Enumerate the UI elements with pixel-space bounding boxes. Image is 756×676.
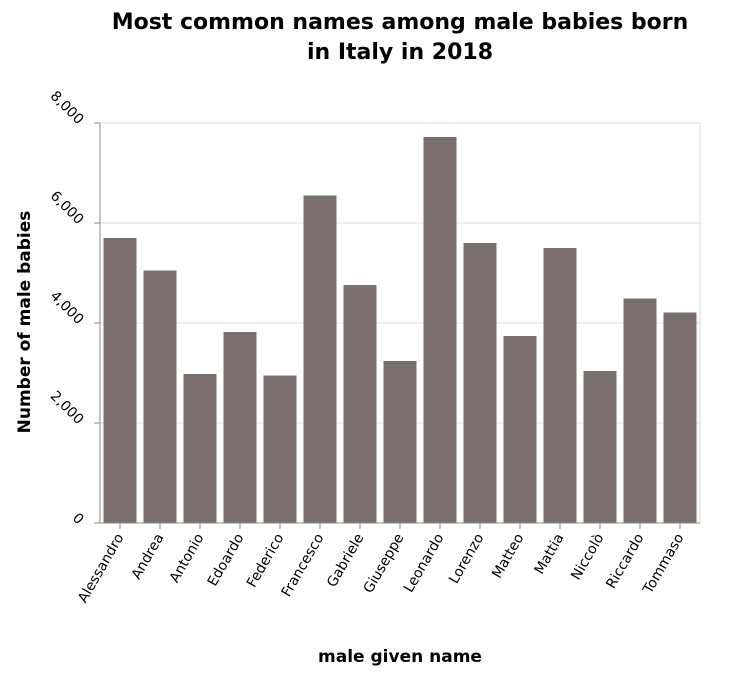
x-tick-label-niccolò: Niccolò [568,531,607,583]
y-axis-title: Number of male babies [15,211,35,434]
bar-niccolò [583,371,617,523]
bars [103,137,697,523]
chart-title-line-2: in Italy in 2018 [307,40,493,65]
x-tick-label-riccardo: Riccardo [603,531,647,591]
y-tick-label-2: 4,000 [47,288,87,328]
x-tick-label-matteo: Matteo [489,531,527,581]
bar-tommaso [663,312,697,523]
y-tick-label-0: 0 [69,510,87,528]
y-axis-ticks: 0 2,000 4,000 6,000 8,000 [47,88,100,528]
bar-edoardo [223,332,257,523]
x-tick-label-lorenzo: Lorenzo [446,531,487,587]
x-tick-label-leonardo: Leonardo [401,531,447,595]
bar-mattia [543,248,577,523]
y-tick-label-1: 2,000 [47,388,87,428]
bar-riccardo [623,298,657,523]
bar-leonardo [423,137,457,523]
y-tick-label-3: 6,000 [47,188,87,228]
x-tick-label-edoardo: Edoardo [205,531,248,589]
x-tick-label-gabriele: Gabriele [324,531,367,590]
bar-federico [263,375,297,523]
x-tick-label-antonio: Antonio [167,531,208,586]
x-axis-title: male given name [318,647,482,667]
x-tick-label-tommaso: Tommaso [640,531,688,597]
bar-francesco [303,195,337,523]
bar-gabriele [343,285,377,523]
chart-title-line-1: Most common names among male babies born [112,10,689,35]
x-tick-label-andrea: Andrea [129,531,168,582]
x-axis-ticks: Alessandro Andrea AntonioEdoardoFedericoFr… [75,523,687,606]
x-tick-label-federico: Federico [244,531,288,590]
x-tick-label-alessandro: Alessandro [75,531,127,606]
bar-alessandro [103,238,137,523]
x-tick-label-giuseppe: Giuseppe [361,531,408,596]
bar-andrea [143,270,177,523]
bar-giuseppe [383,361,417,523]
bar-lorenzo [463,243,497,523]
y-tick-label-4: 8,000 [47,88,87,128]
x-tick-label-mattia: Mattia [532,531,568,577]
bar-matteo [503,336,537,523]
bar-antonio [183,374,217,523]
